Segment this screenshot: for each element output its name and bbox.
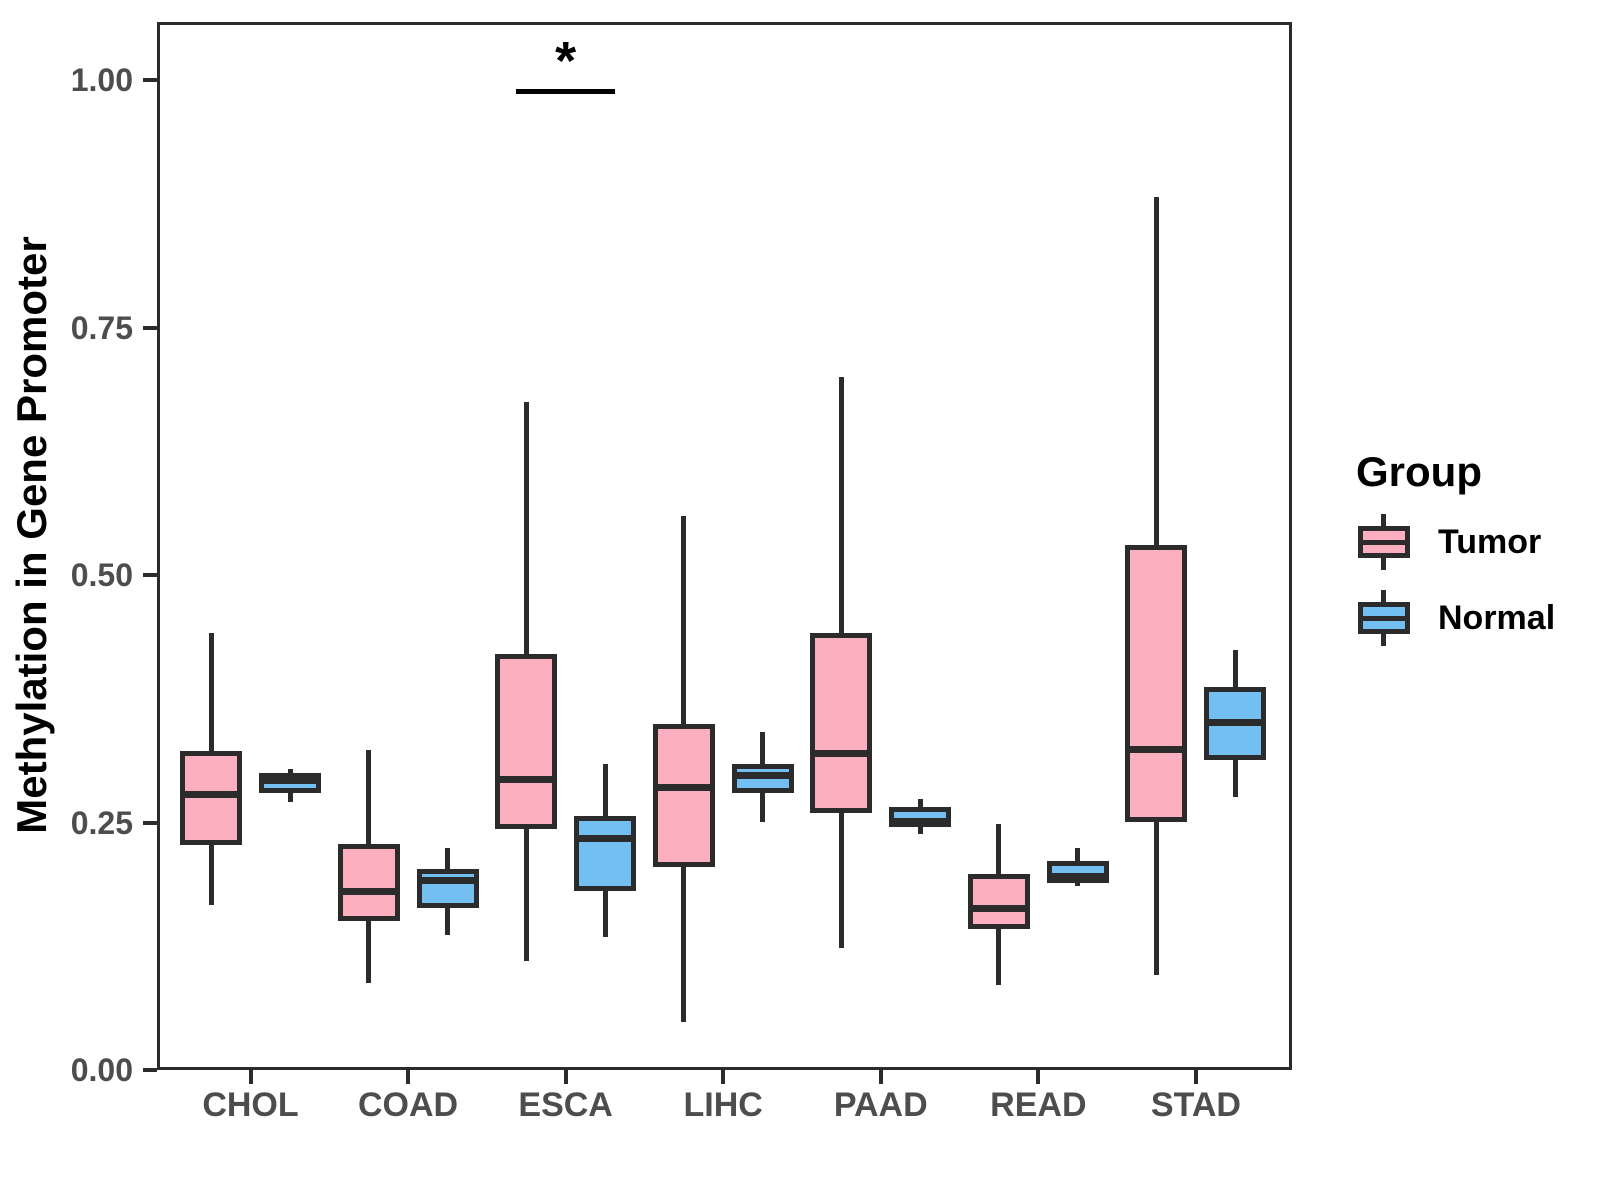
significance-asterisk: * — [555, 30, 577, 91]
box-Normal-COAD — [416, 869, 479, 908]
median-Tumor-PAAD — [810, 749, 873, 757]
box-Tumor-LIHC — [652, 724, 715, 868]
median-Normal-COAD — [416, 877, 479, 885]
x-tick-label-ESCA: ESCA — [518, 1086, 613, 1124]
legend-key-median — [1358, 540, 1410, 545]
box-Normal-ESCA — [574, 815, 637, 891]
y-tick-label-0.00: 0.00 — [70, 1052, 133, 1088]
x-tick-label-CHOL: CHOL — [202, 1086, 299, 1124]
y-tick-mark-0.25 — [143, 820, 157, 825]
y-tick-label-0.50: 0.50 — [70, 557, 133, 593]
y-tick-label-0.25: 0.25 — [70, 804, 133, 841]
box-Tumor-PAAD — [810, 633, 873, 813]
y-tick-mark-1.00 — [143, 78, 157, 82]
x-tick-label-READ: READ — [990, 1086, 1087, 1124]
x-tick-mark-PAAD — [878, 1070, 883, 1084]
median-Tumor-COAD — [337, 888, 400, 896]
y-axis-title: Methylation in Gene Promoter — [8, 236, 55, 834]
x-tick-mark-CHOL — [248, 1070, 253, 1084]
box-Tumor-ESCA — [495, 654, 558, 830]
x-tick-label-LIHC: LIHC — [683, 1086, 763, 1124]
y-tick-mark-0.75 — [143, 325, 157, 330]
median-Tumor-READ — [967, 905, 1030, 913]
x-tick-label-STAD: STAD — [1150, 1086, 1241, 1124]
legend-key-median — [1358, 616, 1410, 621]
legend-label-Tumor: Tumor — [1438, 522, 1542, 561]
median-Normal-ESCA — [574, 834, 637, 842]
legend-key-boxplot-icon-Tumor — [1356, 514, 1412, 570]
y-tick-mark-0.50 — [143, 573, 157, 577]
significance-bar — [516, 89, 616, 95]
legend-label-Normal: Normal — [1438, 598, 1556, 637]
legend-entry-Normal: Normal — [1356, 588, 1555, 648]
y-tick-label-0.75: 0.75 — [70, 309, 133, 346]
legend-key-boxplot-icon-Normal — [1356, 590, 1412, 646]
x-tick-mark-LIHC — [721, 1070, 726, 1084]
median-Normal-STAD — [1204, 719, 1267, 726]
box-Tumor-READ — [967, 873, 1030, 930]
legend-entry-Tumor: Tumor — [1356, 512, 1555, 572]
median-Normal-PAAD — [889, 818, 952, 825]
box-Tumor-STAD — [1125, 545, 1188, 823]
legend-title: Group — [1356, 448, 1482, 495]
median-Normal-LIHC — [731, 772, 794, 780]
median-Normal-CHOL — [259, 777, 321, 785]
x-tick-mark-STAD — [1193, 1070, 1198, 1084]
x-tick-mark-COAD — [406, 1070, 411, 1084]
median-Tumor-LIHC — [652, 784, 715, 792]
x-tick-mark-ESCA — [563, 1070, 568, 1084]
median-Normal-READ — [1046, 873, 1109, 881]
box-Tumor-COAD — [337, 844, 400, 922]
median-Tumor-STAD — [1125, 745, 1188, 753]
median-Tumor-ESCA — [495, 776, 558, 784]
x-tick-mark-READ — [1036, 1070, 1041, 1084]
x-tick-label-PAAD: PAAD — [833, 1086, 928, 1124]
legend-entries: Tumor Normal — [1356, 512, 1555, 648]
x-tick-label-COAD: COAD — [358, 1086, 459, 1124]
y-tick-mark-0.00 — [143, 1068, 157, 1072]
plot-panel — [157, 22, 1292, 1070]
median-Tumor-CHOL — [180, 791, 242, 799]
legend: Group Tumor Normal — [1356, 448, 1555, 648]
y-tick-label-1.00: 1.00 — [70, 62, 133, 98]
